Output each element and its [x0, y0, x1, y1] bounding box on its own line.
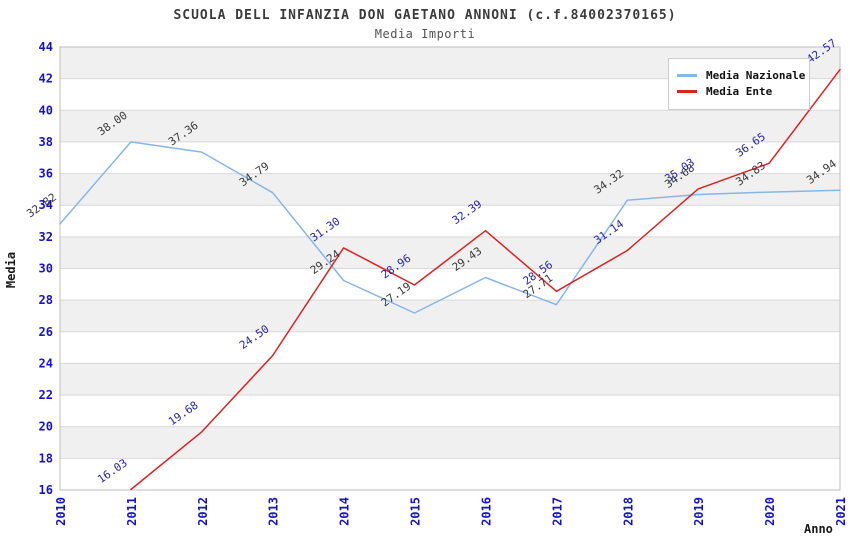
media-ente-line-swatch [677, 90, 697, 93]
plot-border [59, 46, 841, 491]
point-label: 32.82 [24, 191, 59, 221]
y-tick-label: 30 [39, 262, 53, 276]
y-tick-label: 34 [39, 198, 53, 212]
x-tick-label: 2018 [621, 497, 635, 526]
y-tick-label: 36 [39, 167, 53, 181]
background-band [60, 236, 840, 269]
series-line-media-ente [130, 68, 841, 491]
x-tick-label: 2012 [196, 497, 210, 526]
chart-title: SCUOLA DELL INFANZIA DON GAETANO ANNONI … [173, 8, 677, 23]
x-tick-label: 2014 [338, 497, 352, 526]
y-tick-label: 44 [39, 40, 53, 54]
x-axis-title: Anno [804, 522, 833, 536]
media-nazionale-line-swatch [677, 74, 697, 77]
y-tick-label: 26 [39, 325, 53, 339]
chart-subtitle: Media Importi [374, 27, 476, 41]
y-tick-label: 40 [39, 103, 53, 117]
y-tick-label: 18 [39, 451, 53, 465]
y-tick-label: 38 [39, 135, 53, 149]
x-tick-label: 2019 [692, 497, 706, 526]
x-tick-label: 2010 [54, 497, 68, 526]
background-band [60, 110, 840, 142]
y-axis-title: Media [4, 251, 18, 289]
legend-item-media-ente: Media Ente [677, 85, 801, 98]
background-band [60, 173, 840, 206]
legend-item-media-nazionale: Media Nazionale [677, 69, 805, 82]
legend-label-media-nazionale: Media Nazionale [706, 69, 806, 82]
background-band [60, 300, 840, 332]
background-band [60, 363, 840, 396]
legend: Media Nazionale Media Ente [668, 58, 810, 110]
y-tick-label: 16 [39, 483, 53, 497]
y-tick-label: 42 [39, 72, 53, 86]
x-tick-label: 2017 [550, 497, 564, 526]
y-tick-label: 24 [39, 356, 53, 370]
x-tick-label: 2021 [834, 497, 848, 526]
y-tick-label: 28 [39, 293, 53, 307]
legend-label-media-ente: Media Ente [706, 85, 773, 98]
background-band [60, 426, 840, 459]
y-tick-label: 20 [39, 420, 53, 434]
y-tick-label: 32 [39, 230, 53, 244]
y-tick-label: 22 [39, 388, 53, 402]
x-tick-label: 2011 [125, 497, 139, 526]
series-line-media-nazionale [59, 141, 841, 314]
x-tick-label: 2015 [409, 497, 423, 526]
x-tick-label: 2013 [267, 497, 281, 526]
x-tick-label: 2020 [763, 497, 777, 526]
x-tick-label: 2016 [479, 497, 493, 526]
